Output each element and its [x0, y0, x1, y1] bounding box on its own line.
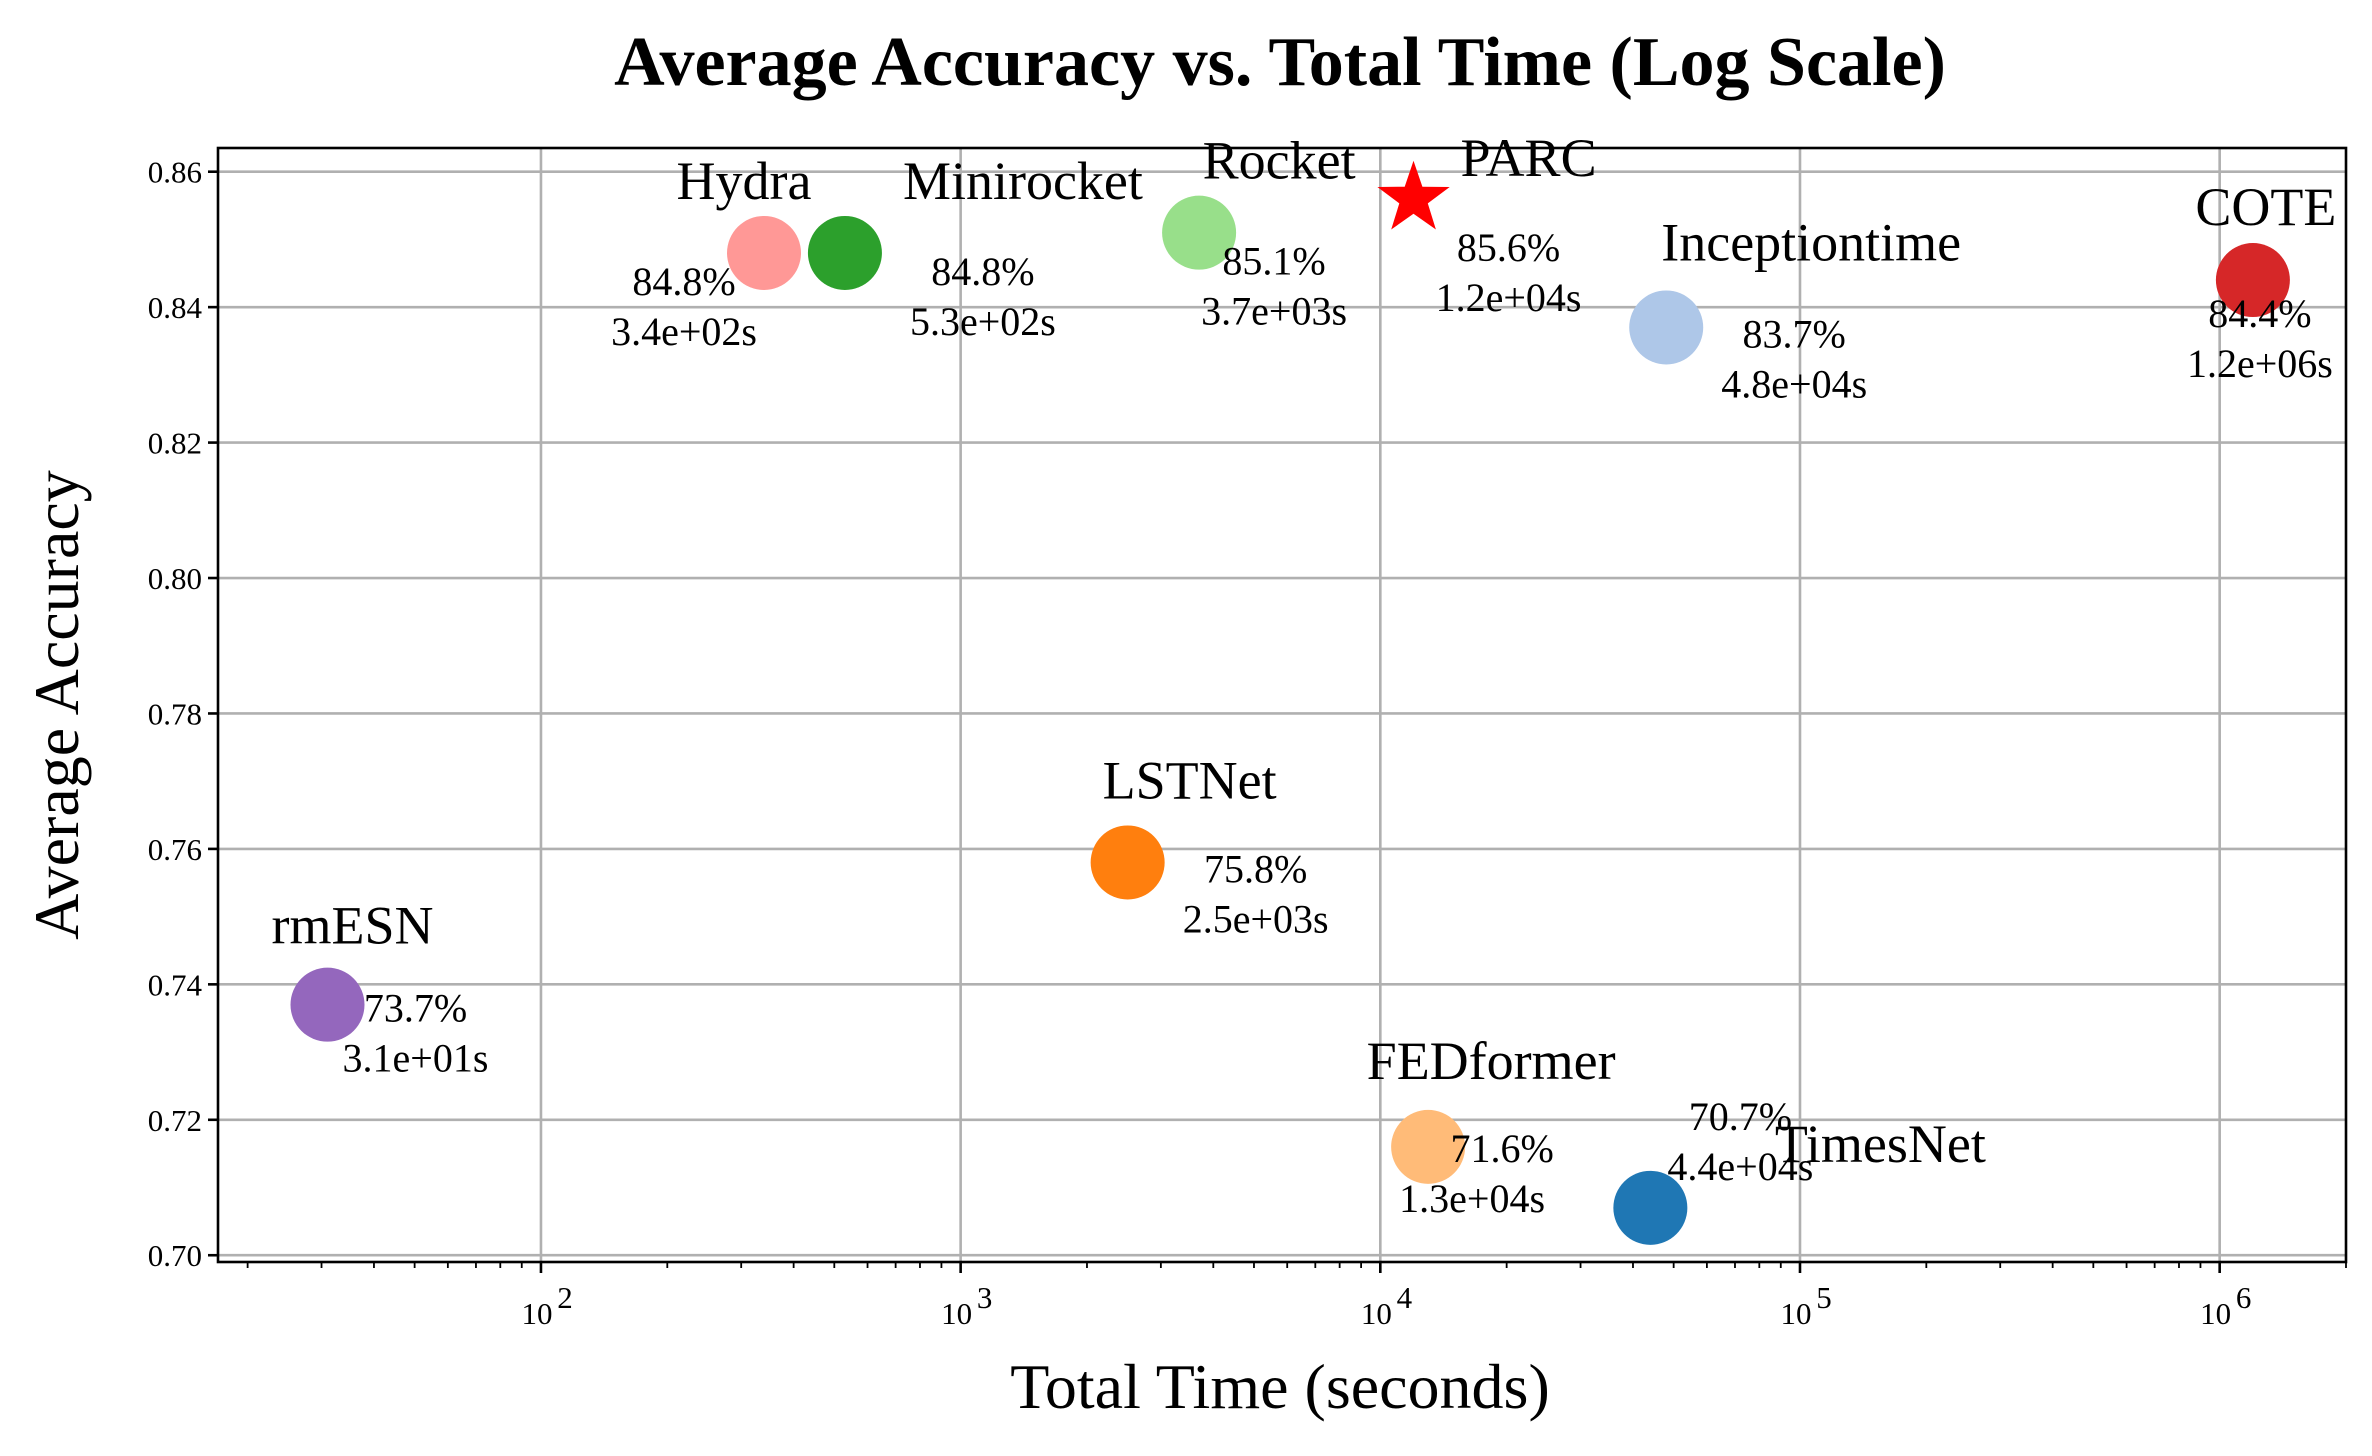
x-tick-label-exponent: 5: [1816, 1280, 1832, 1315]
point-marker: [727, 215, 802, 290]
point-marker: [1391, 1109, 1466, 1184]
point-marker: [1629, 290, 1704, 365]
point-time-label: 3.4e+02s: [611, 309, 757, 354]
x-tick-label: 10 6: [2200, 1280, 2251, 1331]
chart-title: Average Accuracy vs. Total Time (Log Sca…: [614, 24, 1946, 101]
point-labels: Hydra 84.8% 3.4e+02s Minirocket 84.8% 5.3e+02…: [271, 128, 2336, 1221]
x-tick-label-base: 10: [941, 1296, 972, 1331]
point-accuracy-label: 85.1%: [1222, 239, 1325, 284]
x-axis-label: Total Time (seconds): [1010, 1351, 1550, 1422]
x-tick-label-exponent: 3: [977, 1280, 993, 1315]
point-accuracy-label: 75.8%: [1204, 846, 1307, 891]
x-tick-label-base: 10: [1780, 1296, 1811, 1331]
point-name-label: LSTNet: [1103, 750, 1277, 810]
x-tick-label-exponent: 6: [2236, 1280, 2252, 1315]
x-tick-label-exponent: 4: [1397, 1280, 1413, 1315]
x-tick-label: 10 4: [1361, 1280, 1413, 1331]
point-time-label: 3.1e+01s: [343, 1036, 489, 1081]
point-time-label: 2.5e+03s: [1183, 896, 1329, 941]
y-tick-label: 0.76: [148, 832, 202, 867]
point-accuracy-label: 85.6%: [1457, 225, 1560, 270]
point-time-label: 1.2e+06s: [2187, 341, 2333, 386]
x-tick-label-base: 10: [2200, 1296, 2231, 1331]
point-time-label: 4.4e+04s: [1667, 1144, 1813, 1189]
y-tick-label: 0.82: [148, 426, 202, 461]
point-name-label: FEDformer: [1367, 1031, 1616, 1091]
point-name-label: Minirocket: [903, 151, 1143, 211]
x-tick-label-base: 10: [521, 1296, 552, 1331]
point-name-label: rmESN: [271, 896, 433, 956]
point-marker: [1162, 195, 1237, 270]
point-name-label: Hydra: [677, 151, 812, 211]
point-time-label: 1.3e+04s: [1399, 1176, 1545, 1221]
y-axis-label: Average Accuracy: [21, 470, 92, 940]
point-accuracy-label: 71.6%: [1450, 1126, 1553, 1171]
point-accuracy-label: 84.4%: [2208, 291, 2311, 336]
plot-frame: [216, 146, 2348, 1264]
point-name-label: Inceptiontime: [1661, 212, 1961, 272]
y-tick-label: 0.70: [148, 1238, 202, 1273]
point-accuracy-label: 84.8%: [632, 259, 735, 304]
point-marker: [807, 215, 882, 290]
point-accuracy-label: 73.7%: [364, 986, 467, 1031]
point-marker: [2215, 243, 2290, 318]
x-tick-label-base: 10: [1361, 1296, 1392, 1331]
y-tick-label: 0.72: [148, 1103, 202, 1138]
y-tick-label: 0.74: [148, 967, 203, 1002]
point-accuracy-label: 84.8%: [931, 249, 1034, 294]
point-marker: [1090, 825, 1165, 900]
y-tick-label: 0.86: [148, 155, 202, 190]
point-time-label: 1.2e+04s: [1436, 275, 1582, 320]
x-tick-label: 10 5: [1780, 1280, 1831, 1331]
point-name-label: TimesNet: [1775, 1114, 1986, 1174]
grid-lines: [218, 148, 2346, 1262]
point-accuracy-label: 70.7%: [1689, 1094, 1792, 1139]
point-marker: [290, 967, 365, 1042]
point-time-label: 4.8e+04s: [1721, 361, 1867, 406]
y-tick-label: 0.84: [148, 290, 203, 325]
point-accuracy-label: 83.7%: [1743, 311, 1846, 356]
y-tick-label: 0.80: [148, 561, 202, 596]
point-marker: [1613, 1170, 1688, 1245]
point-marker-star: [1377, 160, 1450, 230]
x-tick-label-exponent: 2: [557, 1280, 573, 1315]
x-tick-label: 10 2: [521, 1280, 572, 1331]
point-name-label: Rocket: [1203, 131, 1356, 191]
point-time-label: 3.7e+03s: [1201, 289, 1347, 334]
point-name-label: PARC: [1460, 128, 1596, 188]
point-time-label: 5.3e+02s: [910, 299, 1056, 344]
x-tick-label: 10 3: [941, 1280, 992, 1331]
point-name-label: COTE: [2195, 177, 2336, 237]
y-tick-label: 0.78: [148, 696, 202, 731]
data-points: [290, 160, 2290, 1245]
